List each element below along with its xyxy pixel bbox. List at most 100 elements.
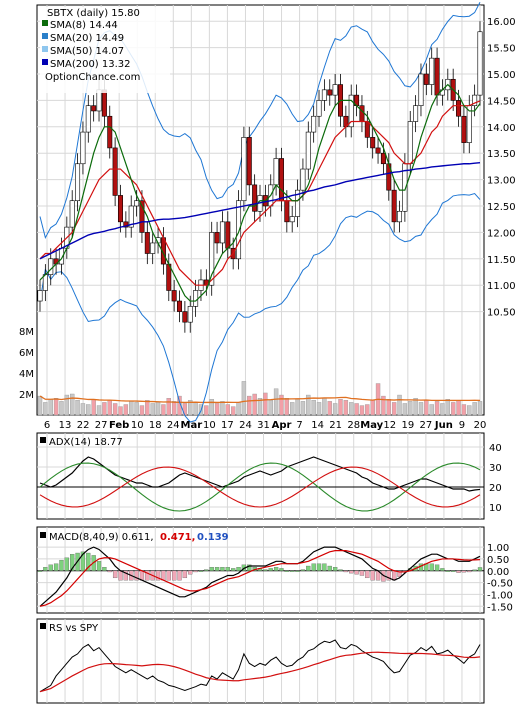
- macd-histogram-bar: [134, 570, 139, 581]
- macd-histogram-bar: [332, 567, 338, 571]
- volume-bar: [214, 403, 220, 416]
- volume-bar: [381, 395, 386, 416]
- candle-body: [380, 152, 386, 165]
- macd-tick-label: -1.50: [487, 602, 513, 613]
- macd-histogram-bar: [220, 567, 225, 571]
- volume-bar: [413, 398, 418, 416]
- volume-bar: [96, 405, 102, 416]
- volume-tick-label: 6M: [19, 348, 34, 359]
- x-axis-label: 14: [311, 420, 324, 431]
- x-axis-label: 27: [95, 420, 108, 431]
- macd-histogram-bar: [80, 551, 86, 571]
- macd-histogram-bar: [171, 570, 177, 581]
- macd-histogram-bar: [64, 557, 69, 571]
- macd-histogram-bar: [451, 570, 456, 572]
- volume-bar: [402, 403, 408, 416]
- volume-bar: [37, 395, 43, 416]
- candle-body: [359, 105, 365, 122]
- candle-body: [284, 200, 290, 223]
- price-tick-label: 12.00: [487, 228, 516, 239]
- candle-body: [150, 242, 156, 254]
- macd-histogram-bar: [166, 570, 171, 581]
- moving-averages: [39, 83, 481, 302]
- x-axis-label: 24: [239, 420, 252, 431]
- macd-histogram-bar: [273, 567, 279, 571]
- candle-body: [273, 158, 279, 186]
- macd-histogram-bar: [456, 570, 461, 573]
- macd-histogram-bar: [338, 569, 343, 571]
- macd-histogram-bar: [322, 563, 327, 571]
- macd-histogram-bar: [300, 569, 306, 571]
- macd-histogram-bar: [263, 569, 268, 571]
- volume-bar: [129, 401, 134, 416]
- candle-body: [472, 94, 478, 106]
- rs-legend: RS vs SPY: [40, 623, 99, 634]
- macd-histogram-bar: [477, 567, 483, 571]
- x-axis-label: 17: [221, 420, 234, 431]
- x-axis-label: 22: [77, 420, 90, 431]
- volume-bar: [247, 395, 252, 416]
- candle-body: [112, 147, 118, 196]
- volume-bar: [472, 402, 477, 416]
- volume-bar: [118, 406, 123, 416]
- x-axis-label: 31: [257, 420, 270, 431]
- macd-histogram-bar: [311, 563, 316, 571]
- volume-bar: [150, 403, 155, 416]
- macd-histogram-bar: [102, 567, 107, 571]
- candle-body: [327, 89, 333, 96]
- macd-hist-value: 0.139: [197, 532, 229, 543]
- legend-title: SBTX (daily) 15.80: [47, 8, 140, 19]
- volume-bar: [112, 403, 118, 416]
- volume-bar: [354, 403, 359, 416]
- macd-histogram-bar: [445, 570, 450, 572]
- macd-tick-label: -1.00: [487, 590, 513, 601]
- macd-tick-label: 1.00: [487, 543, 509, 554]
- x-axis-label: 10: [203, 420, 216, 431]
- candle-body: [96, 89, 102, 112]
- volume-bar: [397, 394, 402, 416]
- bollinger-lower: [39, 192, 481, 423]
- volume-bar: [306, 394, 311, 416]
- macd-histogram-bar: [365, 570, 370, 579]
- volume-bar: [311, 400, 316, 416]
- macd-histogram-bar: [86, 552, 91, 571]
- volume-bar: [171, 401, 177, 416]
- x-axis-label: 18: [149, 420, 162, 431]
- candle-body: [144, 232, 150, 254]
- volume-bar: [289, 402, 295, 416]
- macd-histogram-bar: [204, 569, 209, 571]
- x-axis-label: Mar: [181, 420, 203, 431]
- macd-histogram-bar: [70, 554, 75, 571]
- volume-bar: [445, 399, 451, 416]
- macd-histogram-bar: [37, 570, 43, 572]
- price-tick-label: 12.50: [487, 202, 516, 213]
- candle-body: [300, 168, 306, 191]
- macd-histogram-bar: [306, 565, 311, 571]
- macd-legend: MACD(8,40,9) 0.611, 0.471, 0.139: [40, 532, 229, 543]
- volume-bar: [424, 400, 429, 416]
- candle-body: [289, 216, 295, 223]
- volume-bar: [461, 404, 467, 416]
- volume-bar: [59, 401, 64, 416]
- candle-body: [107, 115, 113, 149]
- x-axis-label: 10: [131, 420, 144, 431]
- x-axis-label: Jun: [434, 420, 453, 431]
- candle-body: [101, 89, 107, 117]
- macd-histogram-bar: [354, 570, 359, 575]
- candle-body: [177, 300, 183, 312]
- candle-body: [182, 311, 188, 323]
- macd-histogram-bar: [295, 570, 300, 572]
- volume-tick-label: 8M: [19, 327, 34, 338]
- volume-bar: [48, 399, 53, 416]
- macd-histogram-bar: [145, 570, 150, 581]
- macd-histogram-bar: [48, 564, 53, 571]
- rs-line: [39, 639, 481, 693]
- x-axis-label: 24: [167, 420, 180, 431]
- volume-bar: [177, 395, 182, 416]
- candle-body: [246, 137, 252, 186]
- sma8-line: [39, 83, 481, 302]
- rs-average-line: [39, 651, 481, 693]
- x-axis-label: 28: [347, 420, 360, 431]
- candle-body: [241, 137, 247, 202]
